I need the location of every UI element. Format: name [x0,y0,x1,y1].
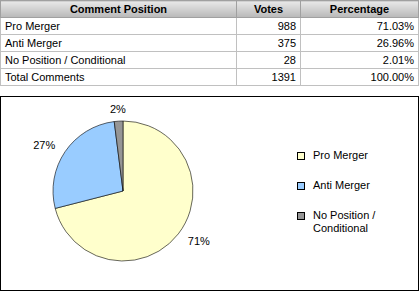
pie-slice [114,121,123,191]
pie-chart: 71% 27% 2% [1,97,291,290]
table-cell: No Position / Conditional [1,52,237,69]
legend-item: No Position / Conditional [297,209,418,235]
slices [53,121,193,261]
data-label: 27% [33,139,55,151]
legend-swatch [297,152,305,160]
legend-label: Pro Merger [313,149,368,161]
header-row: Comment PositionVotesPercentage [1,1,419,18]
table-cell: 100.00% [301,69,419,86]
table-cell: 28 [237,52,301,69]
table-cell: 71.03% [301,18,419,35]
table-cell: Pro Merger [1,18,237,35]
data-label: 71% [188,235,210,247]
table-cell: 26.96% [301,35,419,52]
legend-label: Anti Merger [313,179,370,191]
page: {"table": {"header": ["Comment Position"… [0,0,420,293]
table-cell: 1391 [237,69,301,86]
legend-swatch [297,212,305,220]
data-label: 2% [110,103,126,115]
chart-area: 71% 27% 2% Pro Merger Anti Merger No Position… [0,96,419,291]
table-row: Pro Merger98871.03% [1,18,419,35]
data-labels: 71% 27% 2% [33,103,210,247]
table-row: Anti Merger37526.96% [1,35,419,52]
table-cell: Anti Merger [1,35,237,52]
table-cell: 2.01% [301,52,419,69]
legend-item: Anti Merger [297,179,418,192]
legend-swatch [297,182,305,190]
header-cell: Votes [237,1,301,18]
table-cell: Total Comments [1,69,237,86]
data-table: Comment PositionVotesPercentagePro Merge… [0,0,419,86]
legend: Pro Merger Anti Merger No Position / Condi… [297,149,418,252]
table-cell: 988 [237,18,301,35]
legend-label: No Position / Conditional [313,209,375,234]
legend-item: Pro Merger [297,149,418,162]
table-row: Total Comments1391100.00% [1,69,419,86]
pie-slice [53,122,123,209]
header-cell: Comment Position [1,1,237,18]
table-cell: 375 [237,35,301,52]
header-cell: Percentage [301,1,419,18]
table-row: No Position / Conditional282.01% [1,52,419,69]
